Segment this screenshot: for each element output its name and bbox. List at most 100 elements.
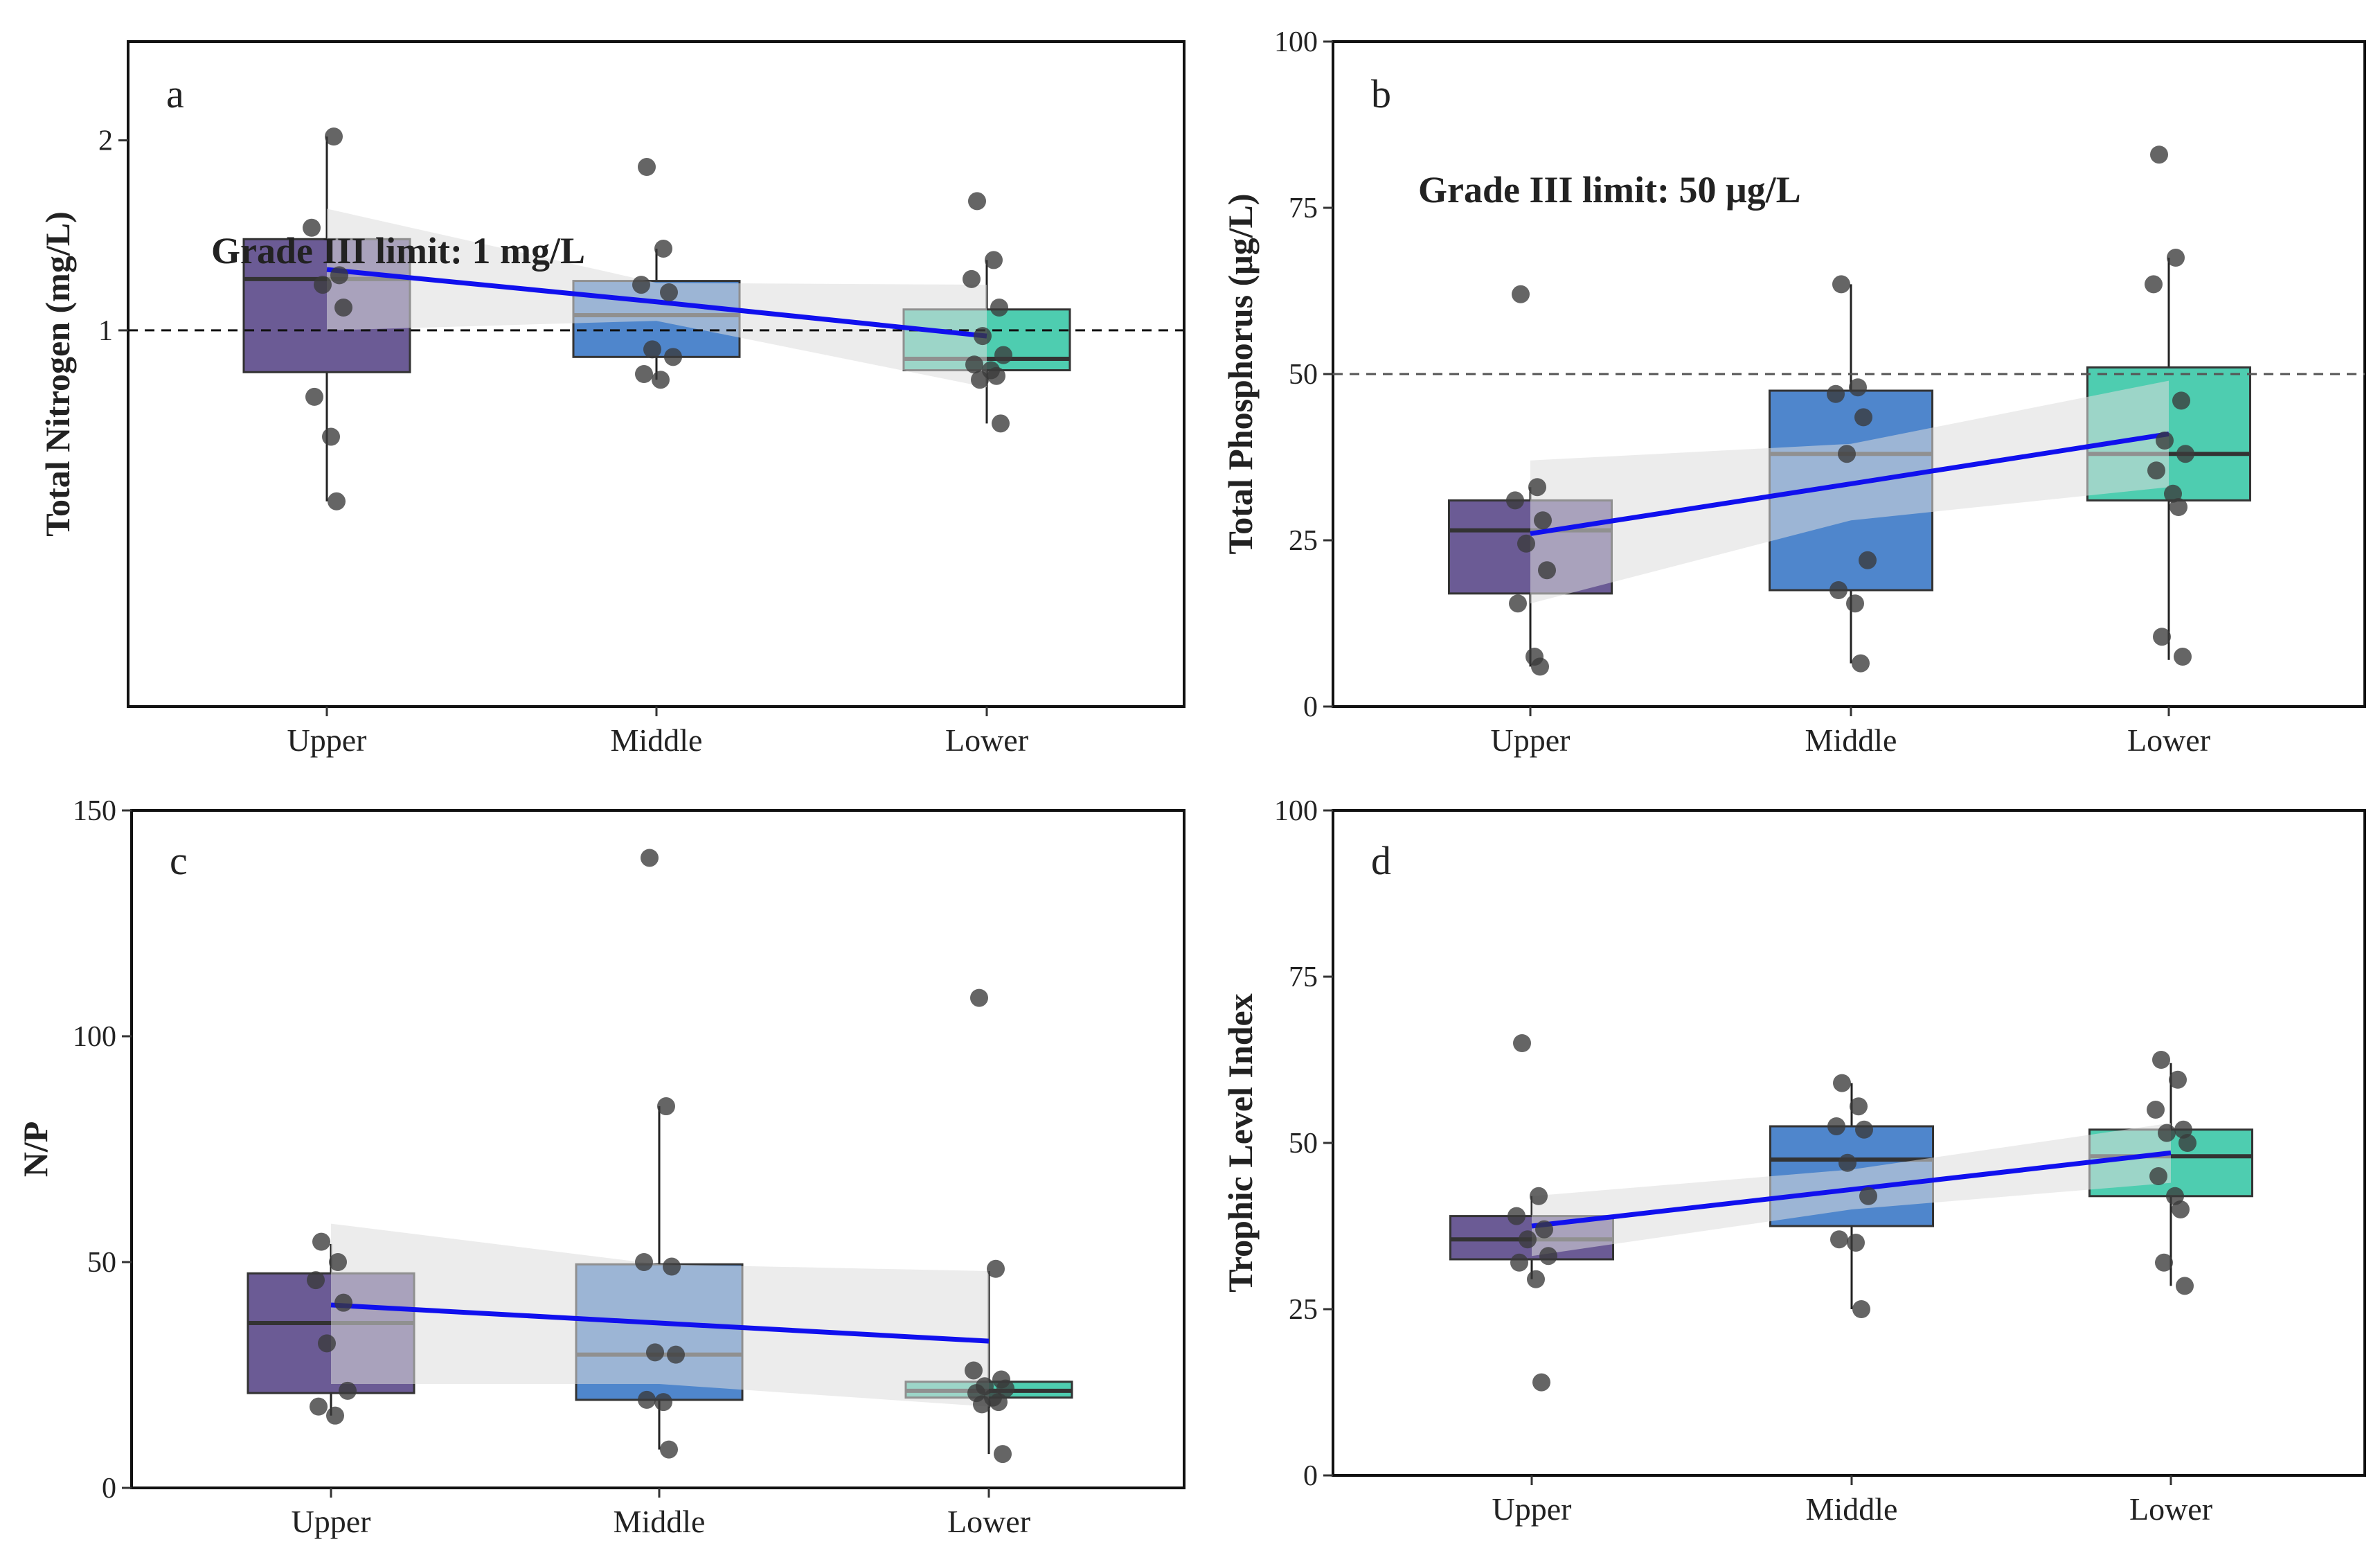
panel-c-data-point-upper: [310, 1397, 328, 1416]
panel-b-data-point-lower: [2167, 249, 2185, 267]
panel-d-trophic-level-index: 0 25 50 75 100 Upper Middle Lower d Trophic Lev…: [1221, 795, 2366, 1527]
panel-a-data-point-lower: [990, 299, 1008, 317]
panel-b-data-point-middle: [1859, 551, 1877, 569]
panel-b-xtick-label-upper: Upper: [1491, 722, 1571, 758]
panel-a-confidence-band: [327, 208, 987, 388]
panel-a-data-point-lower: [987, 366, 1005, 385]
panel-b-letter: b: [1371, 71, 1391, 116]
panel-a-data-point-upper: [334, 299, 352, 317]
panel-b-xtick-label-middle: Middle: [1805, 722, 1897, 758]
panel-b-data-point-lower: [2150, 145, 2168, 164]
panel-c-data-point-lower: [996, 1379, 1014, 1398]
panel-a-data-point-middle: [654, 239, 672, 258]
panel-d-data-point-middle: [1859, 1187, 1877, 1205]
panel-c-data-point-middle: [667, 1345, 685, 1364]
panel-d-xtick-label-lower: Lower: [2129, 1491, 2212, 1527]
panel-b-data-point-lower: [2172, 391, 2190, 410]
panel-c-data-point-upper: [326, 1406, 344, 1425]
panel-c-data-point-upper: [334, 1293, 352, 1312]
panel-d-data-point-lower: [2149, 1167, 2167, 1185]
panel-c-ytick-label: 0: [102, 1473, 116, 1505]
panel-c-data-point-middle: [638, 1390, 656, 1409]
panel-d-data-point-middle: [1852, 1300, 1870, 1318]
panel-b-data-point-middle: [1827, 384, 1845, 403]
panel-c-letter: c: [170, 838, 188, 883]
panel-c-data-point-middle: [663, 1257, 681, 1276]
panel-b-ytick-label: 100: [1274, 26, 1318, 58]
panel-d-data-point-upper: [1527, 1270, 1545, 1288]
panel-a-xtick-label-lower: Lower: [945, 722, 1028, 758]
panel-a-data-point-upper: [330, 266, 348, 285]
panel-c-ytick-label: 50: [87, 1247, 116, 1279]
panel-c-data-point-lower: [990, 1393, 1008, 1412]
panel-d-trend-line: [1531, 1150, 2172, 1229]
panel-d-xtick-label-middle: Middle: [1806, 1491, 1898, 1527]
panel-c-xtick-label-middle: Middle: [614, 1504, 706, 1539]
panel-b-data-point-middle: [1829, 581, 1847, 599]
panel-c-data-point-upper: [318, 1334, 336, 1353]
panel-b-data-point-upper: [1528, 478, 1546, 497]
panel-a-data-point-upper: [314, 276, 332, 294]
panel-a-limit-annotation: Grade III limit: 1 mg/L: [211, 230, 585, 272]
panel-b-ytick-label: 75: [1289, 193, 1318, 224]
panel-c-data-point-upper: [307, 1271, 325, 1290]
panel-d-letter: d: [1371, 838, 1391, 883]
panel-c-data-point-lower: [987, 1259, 1005, 1278]
panel-b-data-point-upper: [1531, 657, 1549, 676]
panel-c-data-point-middle: [657, 1097, 675, 1116]
panel-b-data-point-lower: [2176, 445, 2194, 463]
panel-c-data-point-middle: [641, 849, 659, 867]
panel-b-confidence-band: [1530, 380, 2169, 604]
panel-d-data-point-lower: [2152, 1051, 2170, 1069]
panel-c-data-point-middle: [654, 1393, 672, 1412]
panel-d-data-point-middle: [1838, 1153, 1856, 1172]
panel-b-data-point-upper: [1534, 511, 1552, 530]
panel-b-trend-line: [1530, 431, 2169, 536]
panel-b-data-point-lower: [2145, 275, 2163, 294]
panel-a-data-point-lower: [985, 251, 1003, 269]
panel-b-data-point-upper: [1512, 285, 1530, 303]
panel-c-ytick-label: 100: [73, 1021, 116, 1053]
panel-a-data-point-lower: [963, 269, 981, 288]
panel-d-ytick-label: 50: [1289, 1128, 1318, 1160]
panel-c-np-ratio: 0 50 100 150 Upper Middle Lower c N/P: [16, 795, 1185, 1539]
panel-c-data-point-upper: [329, 1253, 347, 1271]
panel-a-data-point-middle: [664, 348, 682, 366]
panel-c-xtick-label-lower: Lower: [947, 1504, 1030, 1539]
panel-d-data-point-lower: [2158, 1124, 2176, 1142]
panel-d-ytick-label: 75: [1289, 961, 1318, 993]
panel-a-xtick-label-upper: Upper: [287, 722, 367, 758]
panel-c-data-point-upper: [339, 1381, 357, 1400]
panel-d-data-point-lower: [2169, 1070, 2187, 1089]
panel-a-data-point-middle: [660, 283, 678, 302]
panel-b-data-point-middle: [1838, 445, 1856, 463]
panel-b-total-phosphorus: 0 25 50 75 100 Upper Middle Lower b Grade III l…: [1221, 26, 2366, 758]
panel-a-data-point-upper: [322, 427, 340, 446]
panel-d-ytick-label: 0: [1303, 1460, 1318, 1492]
panel-c-data-point-lower: [965, 1361, 983, 1380]
panel-d-data-point-middle: [1847, 1234, 1865, 1252]
panel-d-data-point-middle: [1830, 1230, 1848, 1249]
panel-a-data-point-lower: [971, 371, 989, 389]
panel-a-data-point-upper: [328, 492, 346, 511]
panel-a-letter: a: [166, 71, 184, 116]
panel-a-y-axis-label: Total Nitrogen (mg/L): [38, 211, 77, 536]
panel-b-data-point-middle: [1846, 594, 1864, 613]
panel-d-ytick-label: 100: [1274, 795, 1318, 827]
panel-a-data-point-upper: [303, 218, 321, 237]
panel-c-xtick-label-upper: Upper: [292, 1504, 371, 1539]
panel-b-data-point-middle: [1854, 408, 1872, 427]
panel-b-limit-annotation: Grade III limit: 50 μg/L: [1418, 169, 1801, 211]
panel-d-data-point-upper: [1530, 1187, 1548, 1205]
panel-d-data-point-upper: [1532, 1373, 1550, 1392]
panel-a-data-point-lower: [965, 355, 983, 374]
panel-c-confidence-band: [331, 1223, 989, 1407]
panel-d-data-point-middle: [1850, 1097, 1868, 1116]
panel-d-data-point-upper: [1510, 1253, 1528, 1272]
panel-a-data-point-lower: [974, 327, 992, 346]
panel-b-data-point-lower: [2174, 648, 2192, 666]
panel-d-data-point-lower: [2147, 1101, 2165, 1119]
panel-d-data-point-lower: [2178, 1134, 2196, 1152]
panel-b-xtick-label-lower: Lower: [2127, 722, 2210, 758]
panel-d-data-point-upper: [1539, 1247, 1557, 1266]
